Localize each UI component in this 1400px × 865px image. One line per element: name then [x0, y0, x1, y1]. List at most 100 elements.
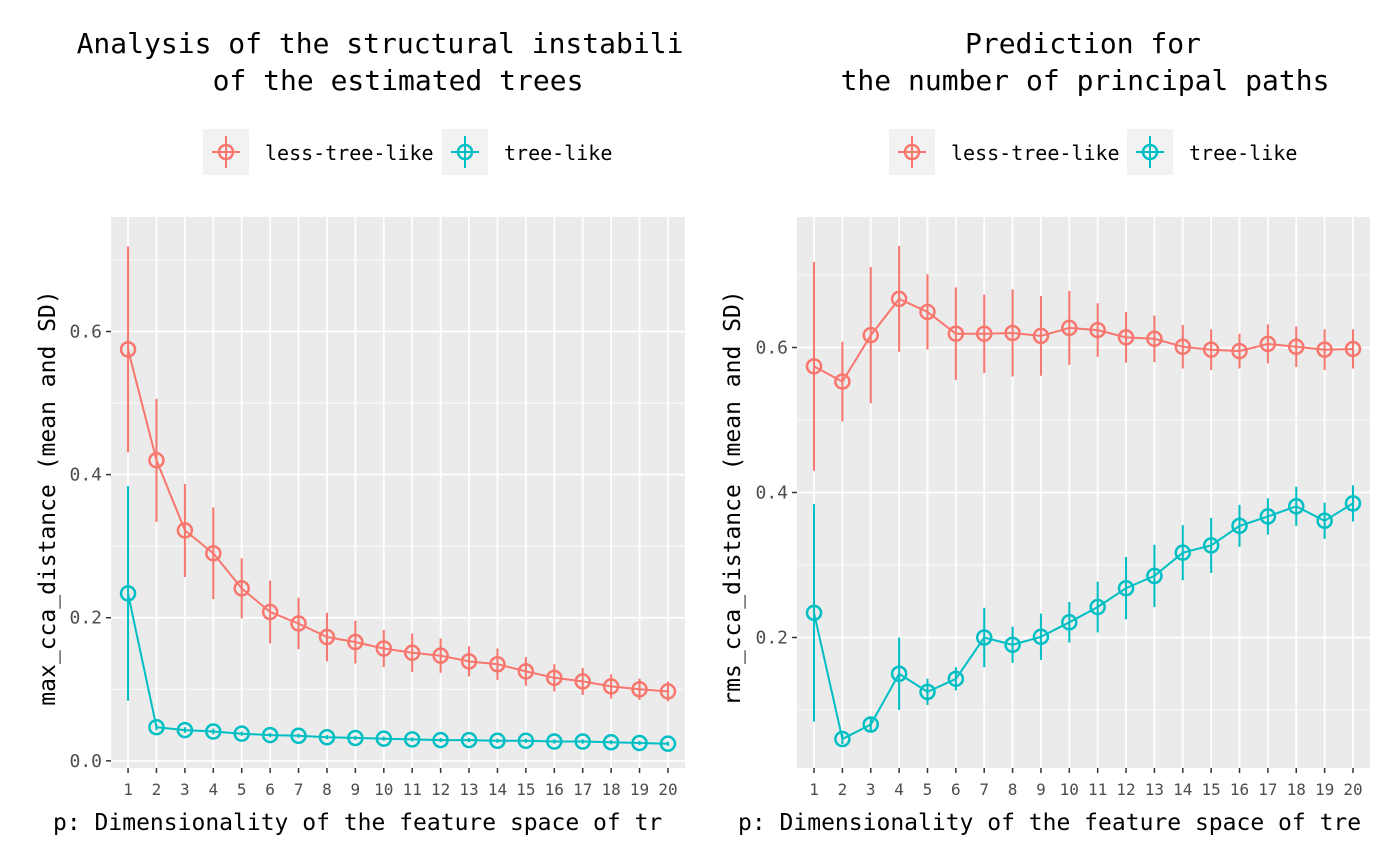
left-point-tree-like	[119, 585, 137, 602]
right-point-less-tree-like	[1231, 342, 1248, 360]
left-point-tree-like	[432, 731, 449, 749]
left-x-axis-title: p: Dimensionality of the feature space o…	[53, 810, 662, 836]
left-panel-background	[111, 217, 685, 768]
right-point-less-tree-like	[1344, 340, 1362, 358]
left-point-tree-like	[233, 725, 250, 742]
left-point-tree-like	[290, 727, 307, 745]
left-point-tree-like	[659, 735, 677, 752]
left-legend-label-less-tree-like: less-tree-like	[265, 141, 434, 165]
left-y-tick-label: 0.6	[69, 321, 102, 342]
right-point-tree-like	[834, 730, 851, 748]
right-point-tree-like	[1089, 598, 1106, 616]
right-x-tick-label: 20	[1343, 780, 1362, 799]
left-x-tick-label: 11	[403, 780, 422, 799]
left-x-tick-label: 18	[601, 780, 620, 799]
right-title-line2: the number of principal paths	[841, 64, 1330, 97]
right-y-tick-label: 0.4	[755, 483, 788, 504]
left-y-tick-label: 0.4	[69, 465, 102, 486]
left-legend-label-tree-like: tree-like	[504, 141, 612, 165]
left-point-less-tree-like	[489, 655, 506, 673]
right-point-tree-like	[1032, 628, 1050, 646]
right-point-tree-like	[805, 604, 823, 622]
right-point-less-tree-like	[1202, 341, 1220, 358]
left-point-tree-like	[347, 729, 364, 747]
legend-key-marker	[1141, 143, 1159, 161]
right-point-less-tree-like	[1117, 329, 1135, 346]
right-point-less-tree-like	[1174, 338, 1192, 356]
left-point-tree-like	[517, 732, 535, 750]
left-x-tick-label: 7	[294, 780, 304, 799]
right-plot-panel: 0.20.40.61 2 3 4 5 6 7 8 9 10 11 12 13 14 15 16 17 18 19 20	[755, 217, 1370, 799]
right-x-tick-label: 14	[1173, 780, 1192, 799]
right-x-tick-label: 16	[1230, 780, 1249, 799]
left-x-tick-label: 14	[488, 780, 507, 799]
right-x-tick-label: 6	[951, 780, 961, 799]
left-x-tick-label: 15	[516, 780, 535, 799]
left-x-tick-label: 3	[180, 780, 190, 799]
left-x-tick-label: 17	[573, 780, 592, 799]
right-point-less-tree-like	[1061, 319, 1078, 337]
right-point-tree-like	[1117, 579, 1135, 597]
left-point-less-tree-like	[205, 545, 222, 562]
left-y-tick-label: 0.2	[69, 608, 102, 629]
left-title-line2: of the estimated trees	[213, 64, 584, 97]
right-point-less-tree-like	[1259, 335, 1277, 353]
left-point-less-tree-like	[460, 653, 478, 670]
right-legend-label-less-tree-like: less-tree-like	[951, 141, 1120, 165]
left-x-tick-label: 9	[351, 780, 361, 799]
right-x-tick-label: 8	[1008, 780, 1018, 799]
left-point-less-tree-like	[631, 681, 648, 698]
left-x-tick-label: 20	[658, 780, 677, 799]
right-point-tree-like	[1146, 567, 1163, 585]
right-x-tick-label: 13	[1145, 780, 1164, 799]
right-point-tree-like	[1061, 614, 1078, 631]
right-x-tick-label: 7	[979, 780, 989, 799]
right-point-tree-like	[1259, 508, 1277, 525]
right-point-less-tree-like	[890, 290, 908, 308]
left-point-less-tree-like	[233, 580, 250, 597]
right-point-tree-like	[947, 670, 965, 688]
right-point-tree-like	[1287, 498, 1305, 515]
left-point-tree-like	[403, 731, 421, 748]
right-point-tree-like	[1202, 537, 1220, 554]
right-point-less-tree-like	[805, 358, 823, 375]
left-point-less-tree-like	[546, 669, 563, 687]
left-x-tick-label: 5	[237, 780, 247, 799]
left-point-less-tree-like	[602, 678, 620, 695]
left-point-tree-like	[602, 733, 620, 751]
right-point-tree-like	[1344, 495, 1362, 512]
right-x-tick-label: 17	[1258, 780, 1277, 799]
right-legend: less-tree-like tree-like	[889, 129, 1297, 175]
left-x-tick-label: 19	[630, 780, 649, 799]
left-point-less-tree-like	[318, 628, 336, 646]
right-point-less-tree-like	[947, 325, 965, 342]
left-point-less-tree-like	[517, 663, 535, 680]
left-point-tree-like	[631, 734, 648, 752]
right-point-tree-like	[1174, 544, 1192, 561]
right-point-less-tree-like	[834, 373, 851, 390]
right-point-less-tree-like	[919, 303, 936, 321]
left-point-less-tree-like	[119, 341, 137, 358]
right-point-less-tree-like	[862, 326, 880, 344]
left-point-tree-like	[148, 718, 165, 736]
left-point-tree-like	[261, 726, 279, 744]
right-point-less-tree-like	[975, 325, 993, 342]
right-point-tree-like	[1316, 512, 1333, 530]
left-y-axis-title: max_cca_distance (mean and SD)	[35, 290, 61, 705]
right-x-tick-label: 1	[809, 780, 819, 799]
left-point-tree-like	[546, 733, 563, 750]
right-point-tree-like	[975, 629, 993, 646]
legend-key-marker	[456, 143, 474, 161]
right-point-less-tree-like	[1316, 341, 1333, 358]
right-series-line-tree-like	[813, 502, 1354, 741]
right-x-tick-label: 15	[1202, 780, 1221, 799]
left-x-tick-label: 16	[545, 780, 564, 799]
left-x-tick-label: 4	[208, 780, 218, 799]
left-point-less-tree-like	[347, 633, 364, 651]
right-legend-label-tree-like: tree-like	[1189, 141, 1297, 165]
left-point-less-tree-like	[432, 647, 449, 664]
right-x-tick-label: 18	[1287, 780, 1306, 799]
left-x-tick-label: 2	[152, 780, 162, 799]
right-x-tick-label: 12	[1116, 780, 1135, 799]
right-x-tick-label: 10	[1060, 780, 1079, 799]
